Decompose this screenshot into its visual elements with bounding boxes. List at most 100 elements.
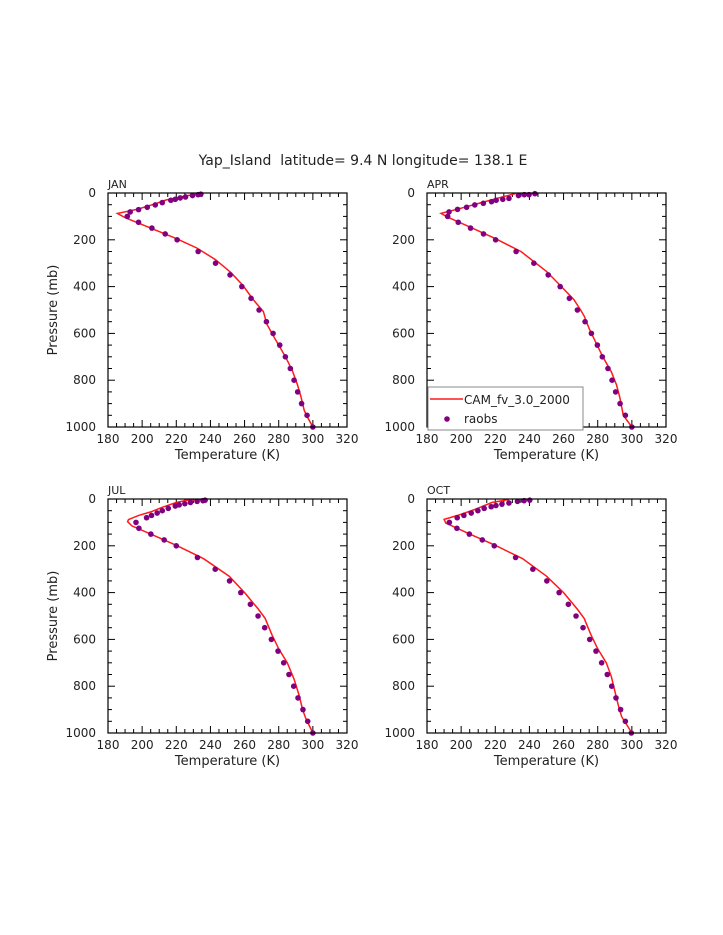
obs-point xyxy=(604,671,611,678)
x-tick-label: 260 xyxy=(552,432,575,446)
x-tick-label: 240 xyxy=(199,738,222,752)
obs-point xyxy=(514,498,521,505)
obs-point xyxy=(298,400,305,407)
obs-point xyxy=(135,206,142,213)
panel-title: OCT xyxy=(427,484,450,497)
x-tick-label: 240 xyxy=(518,432,541,446)
obs-point xyxy=(202,497,208,503)
obs-point xyxy=(149,225,155,231)
y-tick-label: 800 xyxy=(392,679,415,693)
axes-frame xyxy=(107,192,348,428)
x-tick-label: 300 xyxy=(301,432,324,446)
y-tick-label: 200 xyxy=(73,233,96,247)
obs-point xyxy=(461,512,467,519)
obs-point xyxy=(565,601,572,608)
y-tick-label: 0 xyxy=(88,492,96,506)
obs-point xyxy=(506,195,512,202)
obs-point xyxy=(256,307,262,313)
obs-point xyxy=(282,354,289,360)
figure-title: Yap_Island latitude= 9.4 N longitude= 13… xyxy=(198,153,528,169)
y-tick-label: 400 xyxy=(392,586,415,600)
axes-frame xyxy=(426,498,667,734)
obs-point xyxy=(187,499,194,506)
obs-point xyxy=(212,566,219,572)
obs-point xyxy=(159,507,166,514)
obs-point xyxy=(526,497,533,503)
obs-point xyxy=(195,248,201,255)
x-tick-label: 180 xyxy=(416,432,439,446)
obs-point xyxy=(152,202,159,208)
obs-point xyxy=(608,683,615,689)
obs-point xyxy=(168,197,174,204)
x-tick-label: 200 xyxy=(450,738,473,752)
obs-point xyxy=(136,525,142,532)
x-tick-label: 280 xyxy=(267,432,290,446)
obs-point xyxy=(255,613,261,619)
legend-box xyxy=(427,386,584,431)
y-tick-label: 200 xyxy=(392,233,415,247)
y-tick-label: 800 xyxy=(73,679,96,693)
obs-point xyxy=(472,202,478,208)
y-tick-label: 400 xyxy=(392,280,415,294)
y-tick-label: 800 xyxy=(73,373,96,387)
model-line xyxy=(443,498,633,734)
obs-point xyxy=(493,197,499,204)
y-tick-label: 0 xyxy=(407,492,415,506)
obs-point xyxy=(588,330,595,337)
x-tick-label: 280 xyxy=(586,432,609,446)
obs-point xyxy=(530,566,536,572)
panel-jan: JAN 180 200 220 240 260 280 300 320 0 200 400 600 800… xyxy=(46,178,358,463)
obs-point xyxy=(515,192,522,199)
obs-point xyxy=(545,272,552,278)
obs-point xyxy=(148,531,154,537)
obs-point xyxy=(506,500,512,506)
x-tick-label: 300 xyxy=(620,738,643,752)
obs-point xyxy=(143,514,150,521)
x-tick-label: 220 xyxy=(165,738,188,752)
obs-point xyxy=(227,272,233,278)
obs-point xyxy=(617,706,624,713)
x-tick-label: 200 xyxy=(131,432,154,446)
panel-jul: JUL 180 200 220 240 260 280 300 320 0 200 400 600 800… xyxy=(46,484,358,769)
obs-point xyxy=(295,695,301,701)
x-axis-label: Temperature (K) xyxy=(174,754,280,769)
obs-point xyxy=(593,648,599,654)
y-tick-label: 0 xyxy=(407,186,415,200)
obs-point xyxy=(513,248,519,255)
obs-point xyxy=(290,683,297,689)
obs-point xyxy=(566,295,573,302)
x-tick-label: 220 xyxy=(484,738,507,752)
obs-point xyxy=(573,613,579,619)
obs-point xyxy=(304,412,310,419)
obs-point xyxy=(582,318,588,325)
legend-model-label: CAM_fv_3.0_2000 xyxy=(464,393,570,407)
x-tick-label: 260 xyxy=(233,738,256,752)
obs-point xyxy=(238,589,244,596)
obs-point xyxy=(182,500,188,507)
obs-point xyxy=(124,213,131,220)
x-tick-label: 260 xyxy=(552,738,575,752)
x-tick-label: 280 xyxy=(267,738,290,752)
obs-point xyxy=(598,660,605,666)
obs-point xyxy=(248,295,254,302)
obs-point xyxy=(480,200,487,207)
obs-point xyxy=(165,505,172,512)
obs-point xyxy=(154,510,160,516)
obs-point xyxy=(605,365,611,372)
obs-point xyxy=(475,507,481,514)
obs-point xyxy=(133,519,139,526)
obs-point xyxy=(304,718,311,725)
x-tick-label: 240 xyxy=(518,738,541,752)
y-tick-label: 1000 xyxy=(384,420,415,434)
obs-point xyxy=(286,671,292,678)
x-tick-label: 320 xyxy=(655,432,678,446)
obs-point xyxy=(287,365,294,372)
obs-point xyxy=(492,237,499,243)
obs-point xyxy=(291,377,297,384)
x-tick-label: 240 xyxy=(199,432,222,446)
panel-title: APR xyxy=(427,178,449,191)
panel-apr: APR 180 200 220 240 260 280 300 320 0 200 400 600 800… xyxy=(384,178,677,463)
y-axis-label: Pressure (mb) xyxy=(46,265,61,356)
obs-point xyxy=(446,209,452,215)
